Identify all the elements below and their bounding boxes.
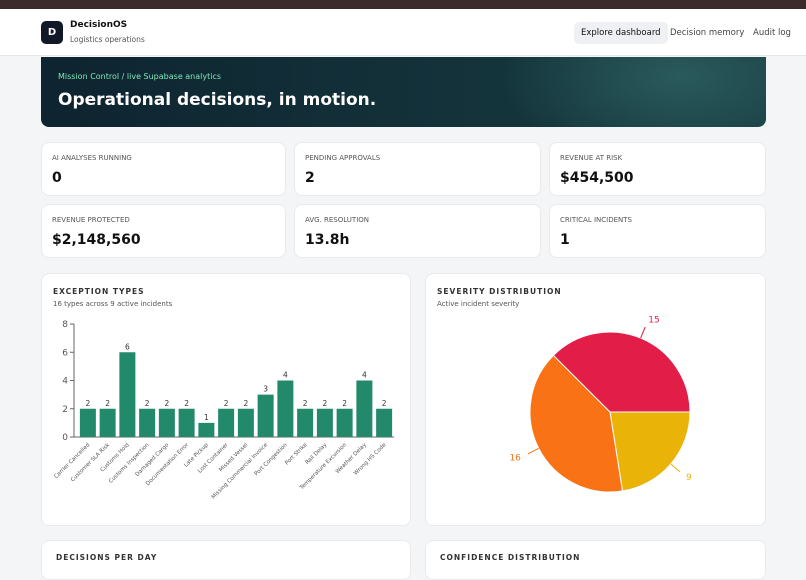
data-label: 2 (342, 399, 347, 408)
bar (99, 408, 116, 437)
bar (178, 408, 195, 437)
chart-card: EXCEPTION TYPES 16 types across 9 active … (41, 273, 411, 526)
kpi-label: AI ANALYSES RUNNING (52, 154, 132, 162)
chart-card: DECISIONS PER DAY (41, 540, 411, 580)
kpi-card: AVG. RESOLUTION 13.8h (294, 204, 541, 258)
card-title: DECISIONS PER DAY (56, 553, 158, 562)
data-label: 6 (125, 342, 130, 351)
chart-title: EXCEPTION TYPES (53, 287, 145, 296)
kpi-value: $454,500 (560, 170, 634, 186)
breadcrumb: Mission Control / live Supabase analytic… (58, 72, 222, 81)
kpi-label: PENDING APPROVALS (305, 154, 381, 162)
bar (119, 352, 136, 437)
label-line (640, 326, 646, 339)
bar (356, 380, 373, 437)
data-label: 2 (382, 399, 387, 408)
bar (158, 408, 175, 437)
chart-subtitle: 16 types across 9 active incidents (53, 300, 173, 308)
bar (257, 394, 274, 437)
data-label: 2 (243, 399, 248, 408)
data-label: 2 (145, 399, 150, 408)
kpi-card: AI ANALYSES RUNNING 0 (41, 142, 286, 196)
bar (79, 408, 96, 437)
bar (316, 408, 333, 437)
kpi-label: AVG. RESOLUTION (305, 216, 370, 224)
hero-title: Operational decisions, in motion. (58, 90, 377, 110)
data-label: 2 (105, 399, 110, 408)
data-label: 3 (263, 385, 268, 394)
hero: Mission Control / live Supabase analytic… (41, 57, 766, 127)
kpi-label: REVENUE AT RISK (560, 154, 623, 162)
label-line (527, 447, 539, 455)
data-label: 16 (509, 453, 521, 463)
bar (336, 408, 353, 437)
y-tick-label: 6 (62, 348, 68, 358)
chart-subtitle: Active incident severity (437, 300, 519, 308)
pie-slice (609, 411, 691, 492)
pie-chart: SEVERITY DISTRIBUTION Active incident sev… (437, 287, 692, 493)
kpi-label: CRITICAL INCIDENTS (560, 216, 632, 224)
data-label: 15 (648, 316, 659, 326)
kpi-label: REVENUE PROTECTED (52, 216, 130, 224)
data-label: 2 (184, 399, 189, 408)
y-tick-label: 2 (62, 405, 68, 415)
data-label: 2 (85, 399, 90, 408)
label-line (670, 463, 681, 473)
kpi-value: 1 (560, 232, 570, 248)
top-strip (0, 0, 806, 9)
bar (376, 408, 393, 437)
nav-link[interactable]: Explore dashboard (574, 22, 668, 44)
data-label: 2 (164, 399, 169, 408)
logo: D (41, 21, 63, 44)
data-label: 2 (322, 399, 327, 408)
chart-card: CONFIDENCE DISTRIBUTION (425, 540, 766, 580)
data-label: 2 (303, 399, 308, 408)
x-tick-label: Damaged Cargo (134, 442, 170, 478)
chart-title: SEVERITY DISTRIBUTION (437, 287, 562, 296)
app-title: DecisionOS (70, 20, 128, 30)
header (0, 9, 806, 56)
kpi-card: PENDING APPROVALS 2 (294, 142, 541, 196)
bar (218, 408, 235, 437)
kpi-card: REVENUE PROTECTED $2,148,560 (41, 204, 286, 258)
bar (297, 408, 314, 437)
bar-chart: EXCEPTION TYPES 16 types across 9 active … (53, 287, 394, 501)
bar (277, 380, 294, 437)
bar (198, 422, 215, 437)
y-tick-label: 8 (62, 320, 68, 330)
x-tick-label: Carrier Cancelled (53, 442, 91, 480)
bar (139, 408, 156, 437)
y-tick-label: 4 (62, 377, 68, 387)
data-label: 1 (204, 413, 209, 422)
data-label: 4 (362, 371, 367, 380)
nav-link[interactable]: Audit log (753, 28, 791, 38)
y-tick-label: 0 (62, 433, 68, 443)
pie-slice (529, 354, 624, 493)
chart-card: SEVERITY DISTRIBUTION Active incident sev… (425, 273, 766, 526)
bar (237, 408, 254, 437)
data-label: 2 (224, 399, 229, 408)
kpi-value: 0 (52, 170, 62, 186)
nav-link[interactable]: Decision memory (670, 28, 745, 38)
app-subtitle: Logistics operations (70, 35, 145, 44)
kpi-card: REVENUE AT RISK $454,500 (549, 142, 766, 196)
kpi-value: 2 (305, 170, 315, 186)
data-label: 9 (686, 473, 692, 483)
kpi-card: CRITICAL INCIDENTS 1 (549, 204, 766, 258)
kpi-value: $2,148,560 (52, 232, 141, 248)
data-label: 4 (283, 371, 288, 380)
kpi-value: 13.8h (305, 232, 350, 248)
card-title: CONFIDENCE DISTRIBUTION (440, 553, 581, 562)
